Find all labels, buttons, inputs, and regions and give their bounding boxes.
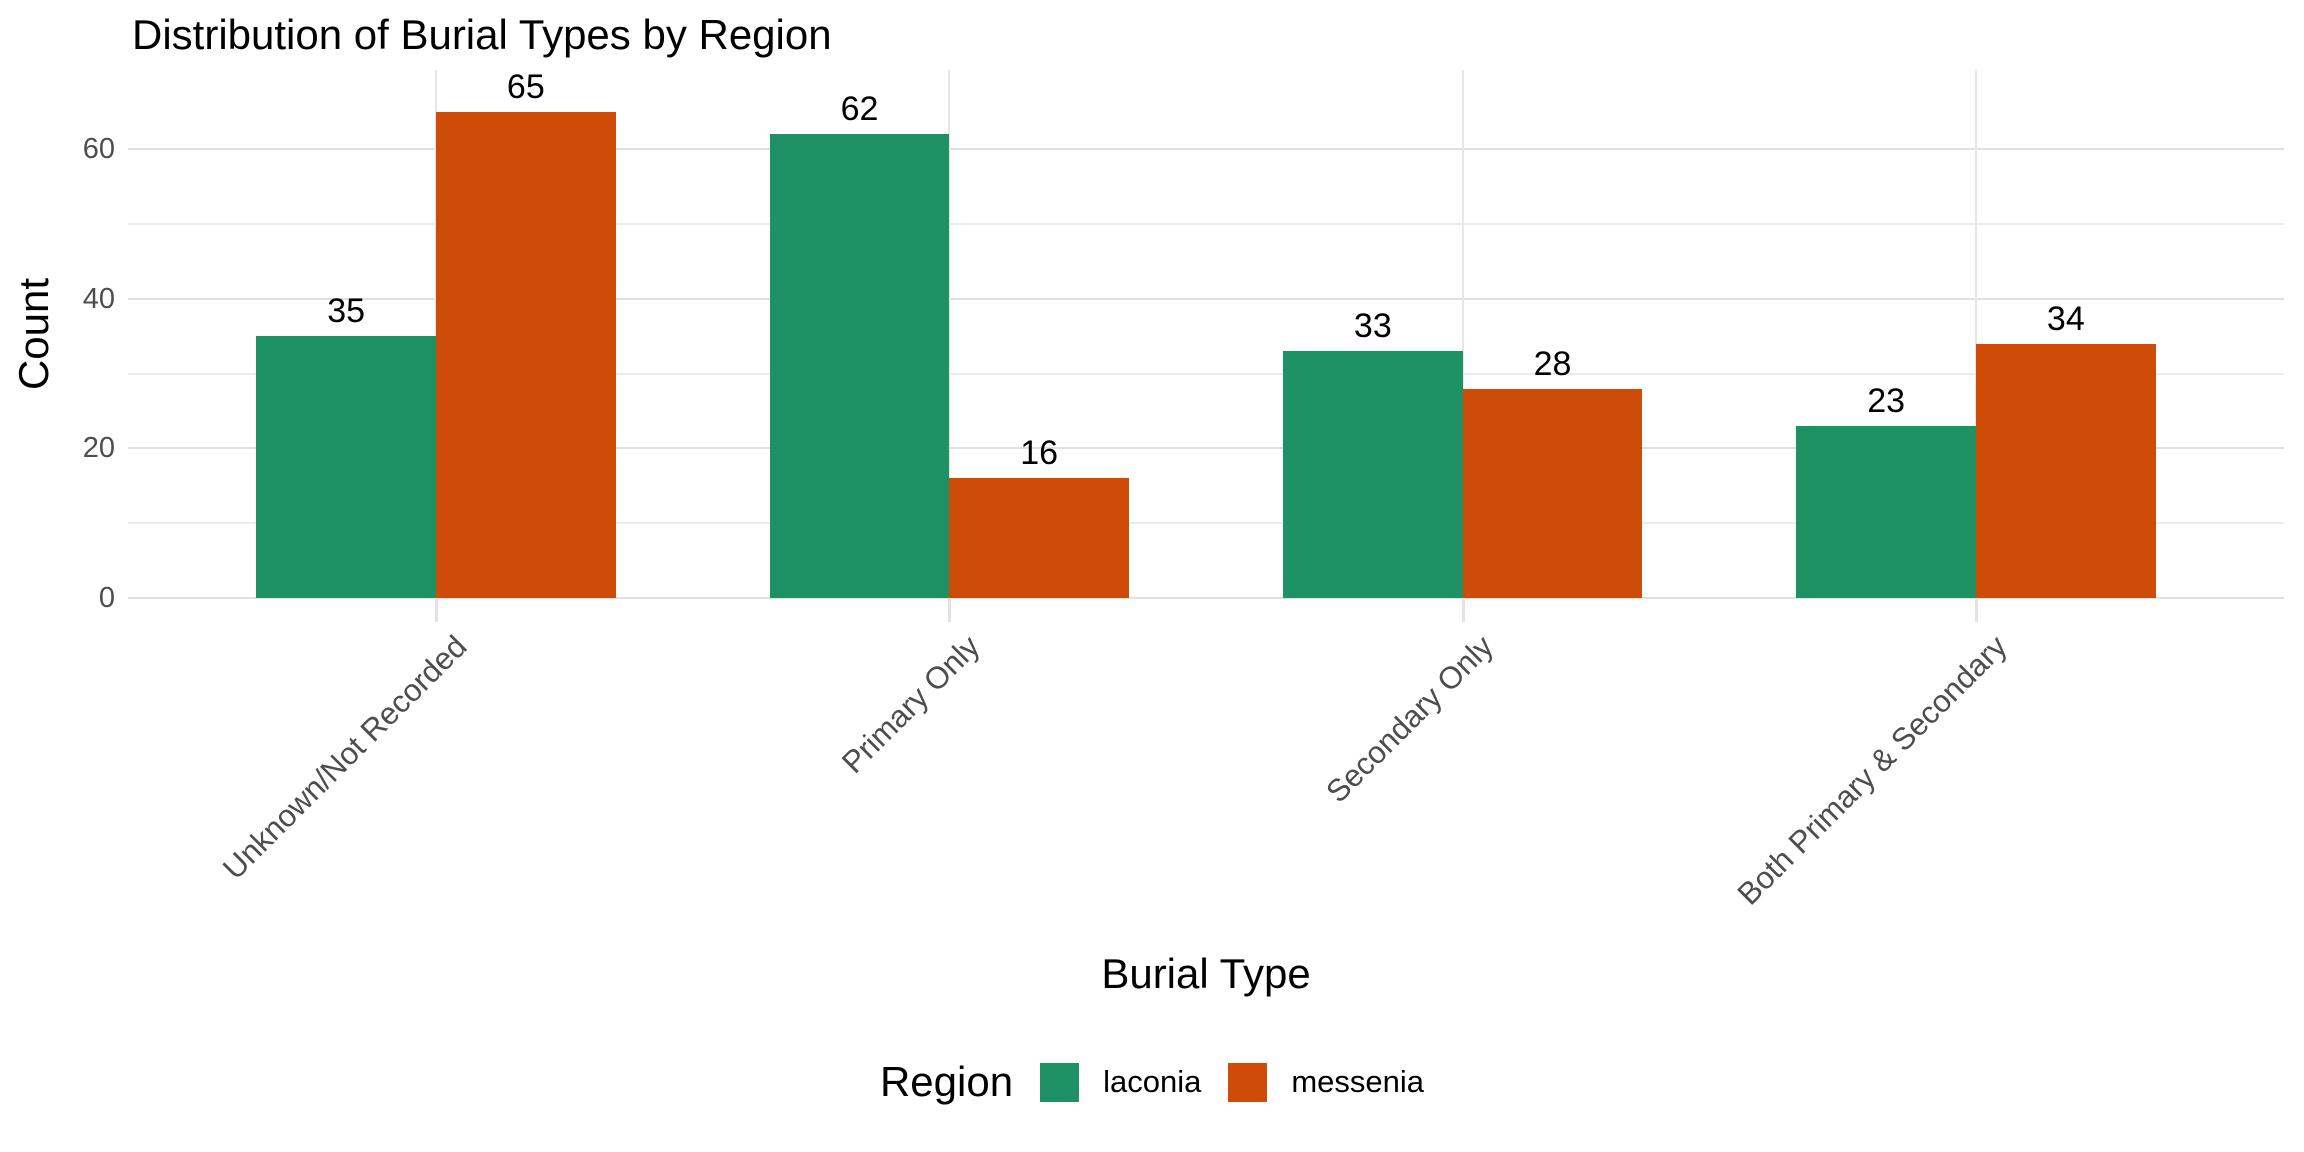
bar-value-laconia-primary-only: 62 — [840, 90, 879, 129]
bar-messenia-unknown-not-recorded — [436, 111, 616, 598]
x-tick-label-primary-only: Primary Only — [835, 628, 987, 781]
x-tick-primary-only — [948, 598, 952, 622]
bar-laconia-unknown-not-recorded — [256, 336, 436, 598]
bar-value-laconia-both-primary-secondary: 23 — [1867, 382, 1906, 420]
major-gridline-y-0 — [128, 597, 2284, 599]
major-gridline-y-20 — [128, 447, 2284, 450]
bar-messenia-both-primary-secondary — [1976, 343, 2156, 598]
x-axis-title: Burial Type — [1101, 950, 1311, 997]
bar-value-messenia-both-primary-secondary: 34 — [2046, 299, 2085, 338]
legend-swatch-laconia — [1040, 1062, 1080, 1102]
bar-value-messenia-secondary-only: 28 — [1533, 344, 1572, 383]
legend-item-laconia: laconia — [1040, 1062, 1202, 1102]
bar-value-laconia-secondary-only: 33 — [1353, 307, 1392, 346]
x-tick-label-unknown-not-recorded: Unknown/Not Recorded — [215, 628, 474, 887]
legend-label-laconia: laconia — [1103, 1064, 1202, 1099]
legend-item-messenia: messenia — [1228, 1062, 1425, 1102]
plot-panel: 35 65 62 16 33 28 23 34 — [128, 67, 2284, 599]
minor-gridline-y-50 — [128, 223, 2284, 226]
vertical-gridline-secondary-only — [1461, 70, 1464, 598]
bar-value-laconia-unknown-not-recorded: 35 — [327, 292, 366, 331]
bar-messenia-primary-only — [949, 478, 1129, 598]
minor-gridline-y-10 — [128, 522, 2284, 525]
bar-laconia-primary-only — [769, 134, 950, 598]
bar-value-messenia-primary-only: 16 — [1020, 434, 1059, 473]
bar-laconia-secondary-only — [1283, 351, 1463, 598]
major-gridline-y-60 — [128, 148, 2284, 151]
major-gridline-y-40 — [128, 297, 2284, 300]
x-tick-label-both-primary-secondary: Both Primary & Secondary — [1730, 628, 2014, 912]
bar-value-messenia-unknown-not-recorded: 65 — [506, 67, 545, 106]
legend: Region laconia messenia — [0, 1058, 2304, 1106]
vertical-gridline-both-primary-secondary — [1975, 70, 1977, 598]
y-tick-label-20: 20 — [82, 432, 115, 465]
minor-gridline-y-30 — [128, 372, 2284, 375]
x-tick-both-primary-secondary — [1975, 598, 1978, 622]
legend-label-messenia: messenia — [1291, 1064, 1425, 1099]
y-tick-label-0: 0 — [98, 582, 115, 614]
legend-swatch-messenia — [1228, 1062, 1268, 1102]
bar-laconia-both-primary-secondary — [1796, 426, 1976, 598]
bar-messenia-secondary-only — [1462, 388, 1643, 598]
x-tick-unknown-not-recorded — [435, 598, 438, 622]
y-tick-label-60: 60 — [82, 133, 115, 166]
x-tick-label-secondary-only: Secondary Only — [1319, 628, 1501, 810]
chart-title: Distribution of Burial Types by Region — [132, 11, 832, 58]
x-tick-secondary-only — [1461, 598, 1465, 622]
legend-title: Region — [879, 1058, 1014, 1105]
y-tick-label-40: 40 — [82, 282, 115, 315]
vertical-gridline-primary-only — [948, 70, 951, 598]
